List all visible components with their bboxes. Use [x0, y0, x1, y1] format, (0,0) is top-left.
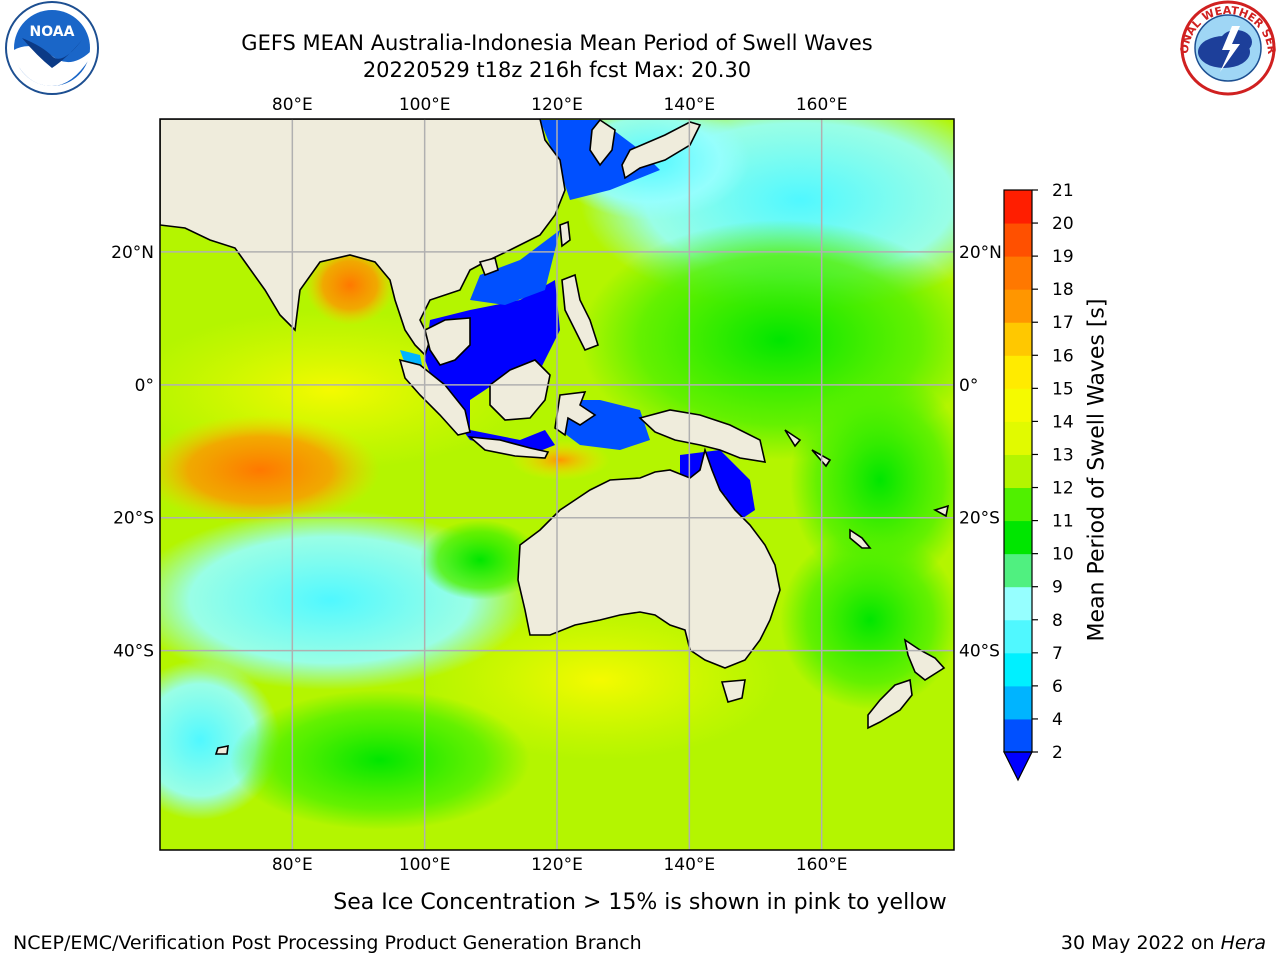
lon-tick-label-bottom: 140°E [663, 855, 715, 875]
colorbar-segment [1004, 256, 1032, 290]
swell-field-green-west-australia [420, 520, 540, 600]
colorbar-segment [1004, 388, 1032, 422]
lon-tick-label-bottom: 80°E [272, 855, 313, 875]
colorbar-under-arrow [1003, 751, 1033, 782]
colorbar-tick-label: 20 [1052, 214, 1074, 234]
land-solomons [784, 429, 802, 448]
colorbar-tick-label: 11 [1052, 512, 1074, 532]
colorbar-tick-label: 21 [1052, 181, 1074, 201]
colorbar-tick-label: 8 [1052, 611, 1063, 631]
lon-tick-label-bottom: 120°E [531, 855, 583, 875]
swell-field-warm-bengal [305, 245, 395, 325]
colorbar-segment [1004, 421, 1032, 455]
noaa-logo: NOAA [5, 1, 99, 95]
lat-tick-label-left: 40°S [113, 642, 154, 662]
map-title: GEFS MEAN Australia-Indonesia Mean Perio… [241, 31, 873, 55]
colorbar-segment [1004, 487, 1032, 522]
stamp-host: Hera [1220, 932, 1266, 954]
colorbar-segment [1004, 289, 1032, 323]
sea-ice-caption: Sea Ice Concentration > 15% is shown in … [333, 890, 947, 915]
colorbar-segment [1004, 223, 1032, 257]
colorbar-tick-label: 15 [1052, 379, 1074, 399]
land-borneo [489, 359, 551, 421]
lon-tick-label-top: 80°E [272, 95, 313, 115]
tick-labels: 80°E 80°E 100°E 100°E 120°E 120°E 140°E 140°E 16… [111, 95, 1002, 875]
map-frame [159, 118, 955, 851]
land-hainan [478, 257, 499, 277]
land-asia [160, 119, 566, 357]
lon-tick-label-top: 100°E [399, 95, 451, 115]
svg-text:NOAA: NOAA [30, 24, 75, 40]
colorbar-segment [1004, 355, 1032, 389]
colorbar-tick-label: 9 [1052, 578, 1063, 598]
colorbar-segment [1004, 553, 1032, 588]
lon-tick-label-top: 160°E [796, 95, 848, 115]
lon-tick-label-top: 120°E [531, 95, 583, 115]
lat-tick-label-right: 20°N [959, 243, 1002, 263]
swell-field-green-coral [790, 370, 954, 590]
stamp-date: 30 May 2022 on [1060, 932, 1221, 954]
swell-field-warm-indian [160, 415, 380, 525]
lat-tick-label-left: 20°S [113, 509, 154, 529]
colorbar-tick-label: 16 [1052, 346, 1074, 366]
colorbar-tick-label: 13 [1052, 445, 1074, 465]
land-tasmania [720, 679, 746, 703]
lat-tick-label-right: 20°S [959, 509, 1000, 529]
swell-field-green-south [230, 690, 530, 830]
colorbar-tick-label: 19 [1052, 247, 1074, 267]
colorbar-tick-label: 4 [1052, 710, 1063, 730]
land-taiwan [559, 220, 571, 248]
graticule [160, 119, 954, 850]
colorbar-tick-label: 14 [1052, 412, 1074, 432]
credit-line: NCEP/EMC/Verification Post Processing Pr… [13, 932, 642, 954]
colorbar-tick-label: 7 [1052, 644, 1063, 664]
nws-logo: NATIONAL WEATHER SERVICE [1178, 0, 1278, 96]
land-new-caledonia [849, 528, 872, 549]
land-japan [621, 121, 702, 180]
colorbar-segment [1004, 454, 1032, 489]
colorbar-tick-label: 2 [1052, 743, 1063, 763]
colorbar-tick-label: 10 [1052, 545, 1074, 565]
land-sulawesi [554, 391, 597, 437]
colorbar: 2 4 6 7 8 9 10 11 12 13 14 15 16 17 18 19 20 21 [1003, 181, 1074, 782]
lat-tick-label-right: 40°S [959, 642, 1000, 662]
lat-tick-label-left: 20°N [111, 243, 154, 263]
colorbar-segment [1004, 586, 1032, 621]
swell-field-green-tasman [780, 530, 954, 710]
lon-tick-label-bottom: 160°E [796, 855, 848, 875]
colorbar-tick-label: 12 [1052, 479, 1074, 499]
colorbar-segment [1004, 520, 1032, 555]
colorbar-frame [1003, 189, 1033, 753]
colorbar-segment [1004, 685, 1032, 720]
colorbar-segment [1004, 652, 1032, 687]
colorbar-segment [1004, 322, 1032, 356]
land-nz-south [867, 678, 913, 730]
land-masses [160, 119, 950, 755]
land-java [467, 435, 550, 459]
lat-tick-label-left: 0° [135, 376, 154, 396]
swell-field-strait [470, 230, 560, 305]
land-indochina [424, 317, 471, 366]
land-korea [589, 119, 616, 167]
map-subtitle: 20220529 t18z 216h fcst Max: 20.30 [362, 58, 752, 82]
lon-tick-label-top: 140°E [663, 95, 715, 115]
land-australia [517, 447, 781, 669]
land-kerguelen [214, 744, 229, 755]
colorbar-tick-label: 17 [1052, 313, 1074, 333]
colorbar-label: Mean Period of Swell Waves [s] [1084, 298, 1110, 642]
lon-tick-label-bottom: 100°E [399, 855, 451, 875]
colorbar-tick-label: 18 [1052, 280, 1074, 300]
land-fiji [932, 504, 950, 518]
land-sumatra [398, 358, 471, 436]
lat-tick-label-right: 0° [959, 376, 978, 396]
land-new-guinea [638, 409, 767, 463]
colorbar-segment [1004, 190, 1032, 224]
colorbar-segment [1004, 619, 1032, 654]
colorbar-tick-label: 6 [1052, 677, 1063, 697]
colorbar-segment [1004, 718, 1032, 753]
land-philippines [561, 273, 599, 352]
date-stamp: 30 May 2022 on Hera [1061, 932, 1266, 954]
